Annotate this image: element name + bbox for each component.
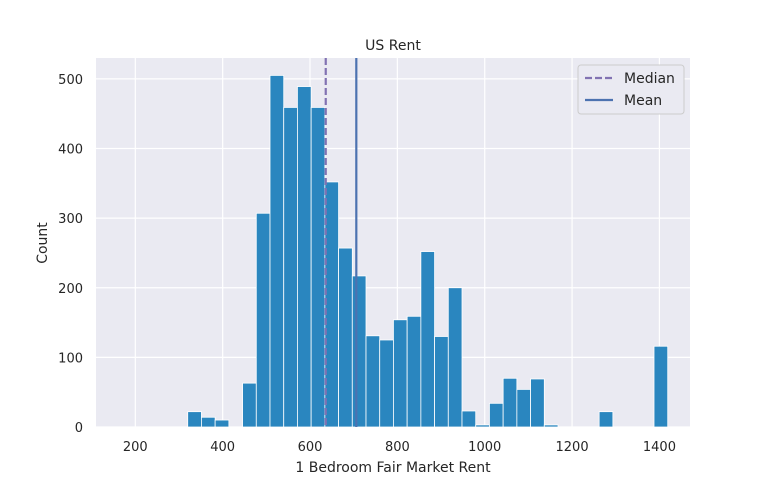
legend-median-label: Median [624,71,675,87]
x-tick-label: 1400 [643,440,676,455]
reference-lines [324,58,358,427]
x-tick-label: 600 [298,440,323,455]
histogram-bar [269,75,285,428]
histogram-bar [530,378,545,428]
y-tick-label: 100 [58,351,83,366]
x-tick-label: 400 [210,440,235,455]
histogram-bar [447,287,463,428]
histogram-bar [393,319,408,428]
histogram-bar [351,275,367,428]
legend-mean-label: Mean [624,93,662,109]
histogram-bar [598,411,614,428]
x-tick-label: 1000 [468,440,501,455]
histogram-bar [516,389,531,428]
histogram-bar [187,411,202,428]
histogram-bar [475,424,490,428]
histogram-bar [502,377,518,428]
y-tick-label: 0 [75,421,83,436]
x-tick-label: 800 [385,440,410,455]
histogram-bar [406,315,422,428]
histogram-bar [324,181,339,428]
histogram-bar [201,416,216,428]
x-tick-labels: 200 400 600 800 1000 1200 1400 [123,440,676,455]
chart-title: US Rent [365,38,421,54]
y-axis-label: Count [35,222,51,264]
histogram-bar [543,424,559,428]
y-tick-label: 400 [58,143,83,158]
histogram-bar [242,382,257,428]
y-tick-label: 200 [58,282,83,297]
histogram-bar [420,251,435,428]
histogram-bar [338,247,353,428]
histogram-bar [461,410,477,428]
histogram-bar [214,419,230,428]
y-tick-label: 500 [58,73,83,88]
histogram-bar [255,212,271,428]
x-tick-label: 200 [123,440,148,455]
legend-box [577,64,685,115]
legend: Median Mean [577,64,685,115]
histogram-bar [653,345,669,428]
histogram-bar [379,339,394,428]
histogram-bar [310,107,326,428]
histogram-bar [489,402,504,428]
histogram-bar [297,86,312,428]
x-axis-label: 1 Bedroom Fair Market Rent [295,460,491,476]
histogram-bar [365,335,381,428]
histogram-bar [283,107,298,428]
y-tick-label: 300 [58,212,83,227]
y-tick-labels: 0 100 200 300 400 500 [58,73,83,436]
x-tick-label: 1200 [556,440,589,455]
histogram-bar [434,336,449,428]
